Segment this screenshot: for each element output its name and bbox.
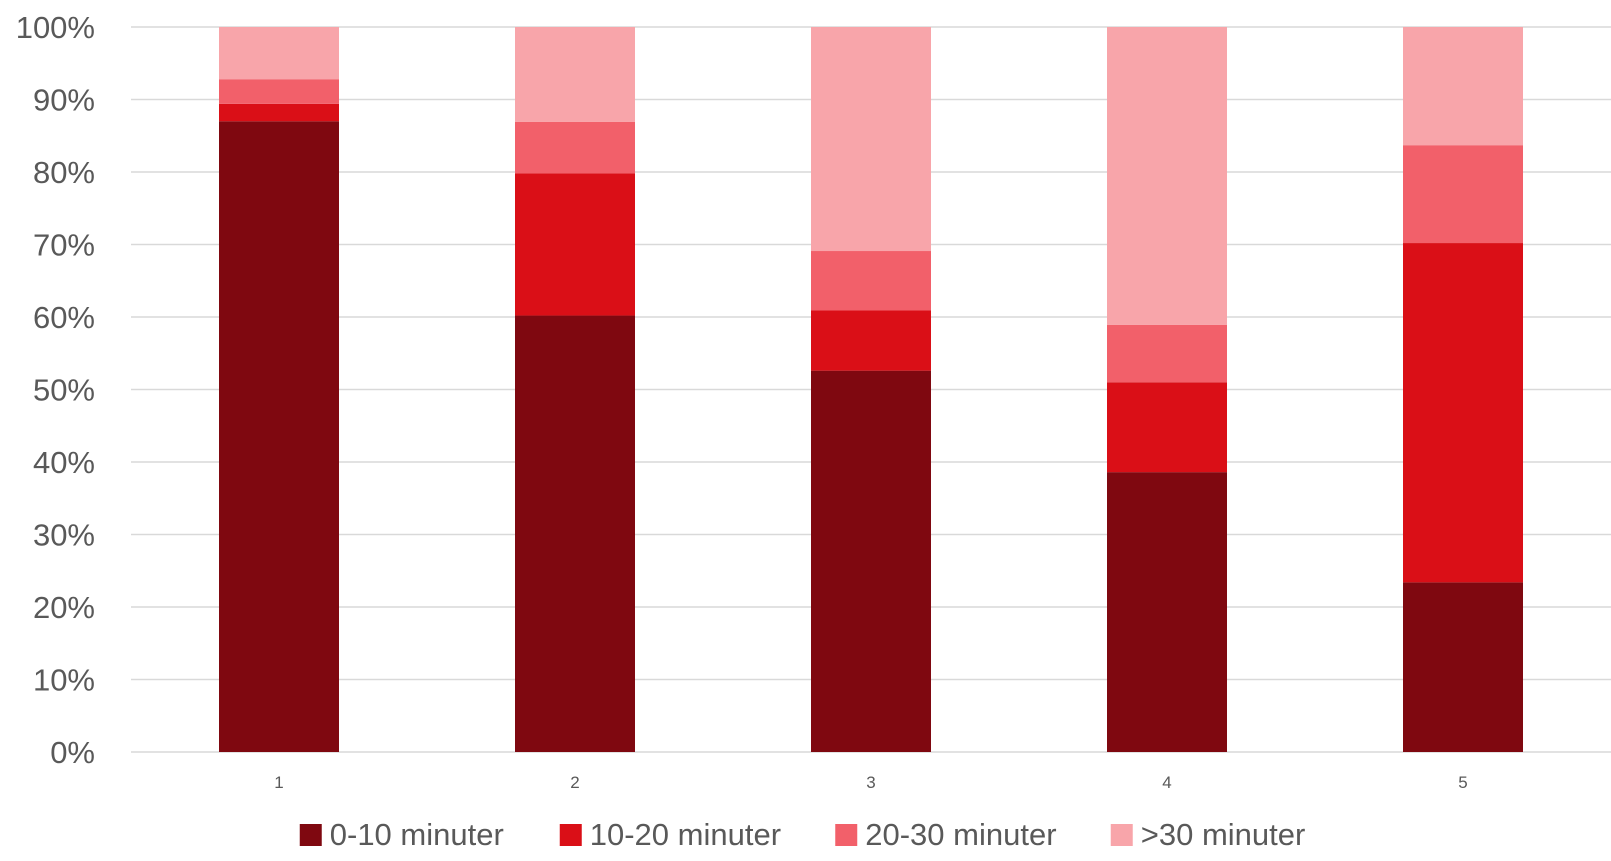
y-tick-label: 60% xyxy=(33,300,95,335)
bar-segment xyxy=(219,79,339,104)
y-axis-tick-labels: 0% 10% 20% 30% 40% 50% 60% 70% 80% 90% 100% xyxy=(16,10,95,770)
y-tick-label: 40% xyxy=(33,445,95,480)
y-tick-label: 20% xyxy=(33,590,95,625)
x-tick-label: 4 xyxy=(1162,773,1171,792)
x-tick-label: 1 xyxy=(274,773,283,792)
legend-label: 10-20 minuter xyxy=(590,817,781,852)
bar-segment xyxy=(515,173,635,316)
x-tick-label: 3 xyxy=(866,773,875,792)
bar-segment xyxy=(811,251,931,311)
x-tick-label: 2 xyxy=(570,773,579,792)
bar-segment xyxy=(1107,472,1227,752)
legend: 0-10 minuter 10-20 minuter 20-30 minuter >3… xyxy=(299,817,1306,852)
bar-segment xyxy=(1107,324,1227,383)
legend-label: 20-30 minuter xyxy=(865,817,1056,852)
x-tick-label: 5 xyxy=(1458,773,1467,792)
y-tick-label: 100% xyxy=(16,10,95,45)
bar-segment xyxy=(515,315,635,752)
y-tick-label: 90% xyxy=(33,83,95,118)
bar-segment xyxy=(1403,27,1523,146)
y-tick-label: 30% xyxy=(33,518,95,553)
y-tick-label: 0% xyxy=(50,735,95,770)
legend-label: >30 minuter xyxy=(1141,817,1306,852)
bar-segment xyxy=(219,27,339,80)
bar-segment xyxy=(1107,27,1227,325)
x-axis-tick-labels: 1 2 3 4 5 xyxy=(274,773,1467,792)
bar-segment xyxy=(811,370,931,752)
bar-segments xyxy=(219,27,1523,752)
y-tick-label: 80% xyxy=(33,155,95,190)
legend-swatch xyxy=(559,824,582,846)
bar-segment xyxy=(1107,382,1227,473)
legend-swatch xyxy=(835,824,858,846)
bar-segment xyxy=(515,27,635,122)
legend-swatch xyxy=(299,824,322,846)
bar-segment xyxy=(219,121,339,752)
bar-segment xyxy=(515,121,635,174)
legend-label: 0-10 minuter xyxy=(330,817,504,852)
y-tick-label: 10% xyxy=(33,663,95,698)
bar-segment xyxy=(1403,582,1523,752)
bar-segment xyxy=(219,103,339,122)
y-tick-label: 50% xyxy=(33,373,95,408)
bar-segment xyxy=(1403,145,1523,244)
legend-swatch xyxy=(1110,824,1133,846)
bar-segment xyxy=(1403,243,1523,583)
bar-segment xyxy=(811,27,931,252)
bar-segment xyxy=(811,310,931,371)
y-tick-label: 70% xyxy=(33,228,95,263)
